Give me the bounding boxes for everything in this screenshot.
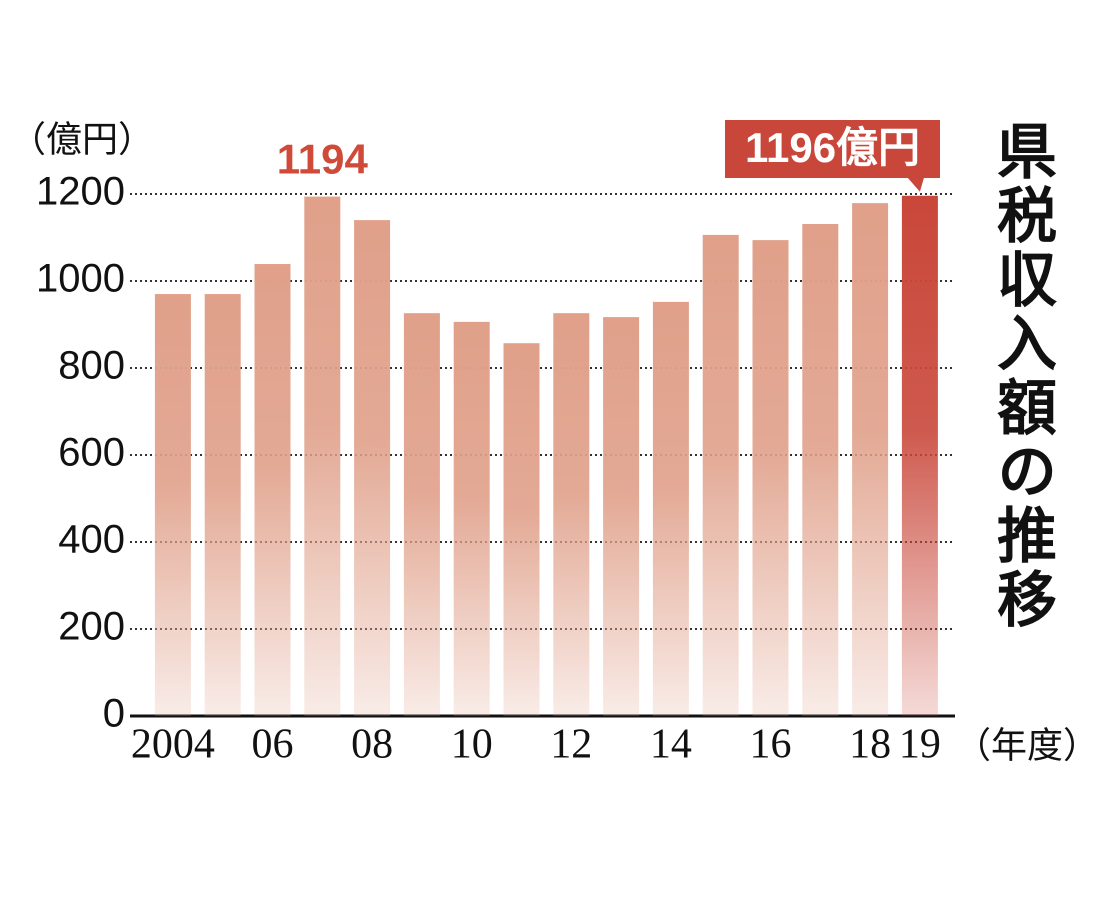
y-tick-label: 0: [103, 692, 125, 736]
x-tick-label: 14: [650, 722, 692, 768]
bar: [154, 294, 191, 716]
x-tick-label: 16: [750, 722, 792, 768]
bar: [254, 264, 291, 716]
x-tick-label: 2004: [131, 722, 215, 768]
x-tick-label: 10: [451, 722, 493, 768]
chart-title: 県税収入額の推移: [989, 120, 1057, 632]
bar: [354, 220, 391, 716]
bar: [652, 301, 689, 716]
x-tick-label: 18: [849, 722, 891, 768]
x-tick-label: 19: [899, 722, 941, 768]
bar: [503, 343, 540, 716]
value-label-pointer: [907, 178, 924, 192]
bar: [802, 224, 839, 716]
bar: [553, 313, 590, 716]
x-unit: （年度）: [955, 725, 1099, 766]
x-tick-label: 12: [550, 722, 592, 768]
bar: [702, 234, 739, 716]
y-tick-label: 1000: [36, 257, 125, 301]
bar: [403, 313, 440, 716]
value-label: 1194: [277, 136, 369, 183]
y-tick-label: 1200: [36, 170, 125, 214]
y-tick-label: 800: [58, 344, 125, 388]
x-tick-label: 08: [351, 722, 393, 768]
bar: [453, 321, 490, 716]
bar: [603, 317, 640, 716]
x-tick-label: 06: [252, 722, 294, 768]
y-tick-label: 200: [58, 605, 125, 649]
value-label-box: [725, 120, 940, 178]
bar: [852, 203, 889, 716]
bar: [204, 294, 241, 716]
value-label: 1196億円: [745, 124, 920, 171]
bar: [752, 240, 789, 717]
y-tick-label: 400: [58, 518, 125, 562]
bar: [901, 195, 938, 717]
y-tick-label: 600: [58, 431, 125, 475]
bar: [304, 196, 341, 717]
y-unit: （億円）: [10, 119, 154, 160]
